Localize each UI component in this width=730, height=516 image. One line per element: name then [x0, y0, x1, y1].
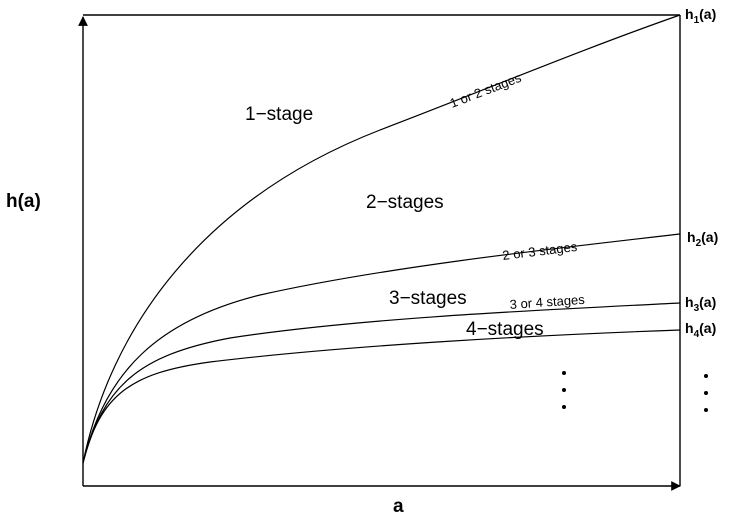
curve-h4: [82, 329, 681, 464]
ellipsis-inner: [562, 371, 566, 409]
boundary-label-2-or-3: 2 or 3 stages: [502, 239, 579, 263]
curve-h2: [82, 233, 681, 464]
boundary-label-1-or-2: 1 or 2 stages: [448, 70, 524, 111]
region-2-stages: 2−stages: [366, 192, 444, 213]
region-3-stages: 3−stages: [389, 288, 467, 309]
curve-label-h4: h4(a): [685, 320, 716, 340]
boundary-label-3-or-4: 3 or 4 stages: [509, 292, 586, 312]
region-1-stage: 1−stage: [245, 104, 313, 125]
curve-label-h2: h2(a): [687, 229, 718, 249]
curve-label-h1: h1(a): [685, 6, 716, 26]
curve-h3: [82, 302, 681, 464]
x-axis-label: a: [393, 496, 404, 516]
curve-label-h3: h3(a): [685, 294, 716, 314]
ellipsis-right: [704, 374, 708, 412]
y-axis-label: h(a): [6, 191, 41, 212]
region-4-stages: 4−stages: [466, 319, 544, 340]
curve-h1: [82, 14, 681, 464]
